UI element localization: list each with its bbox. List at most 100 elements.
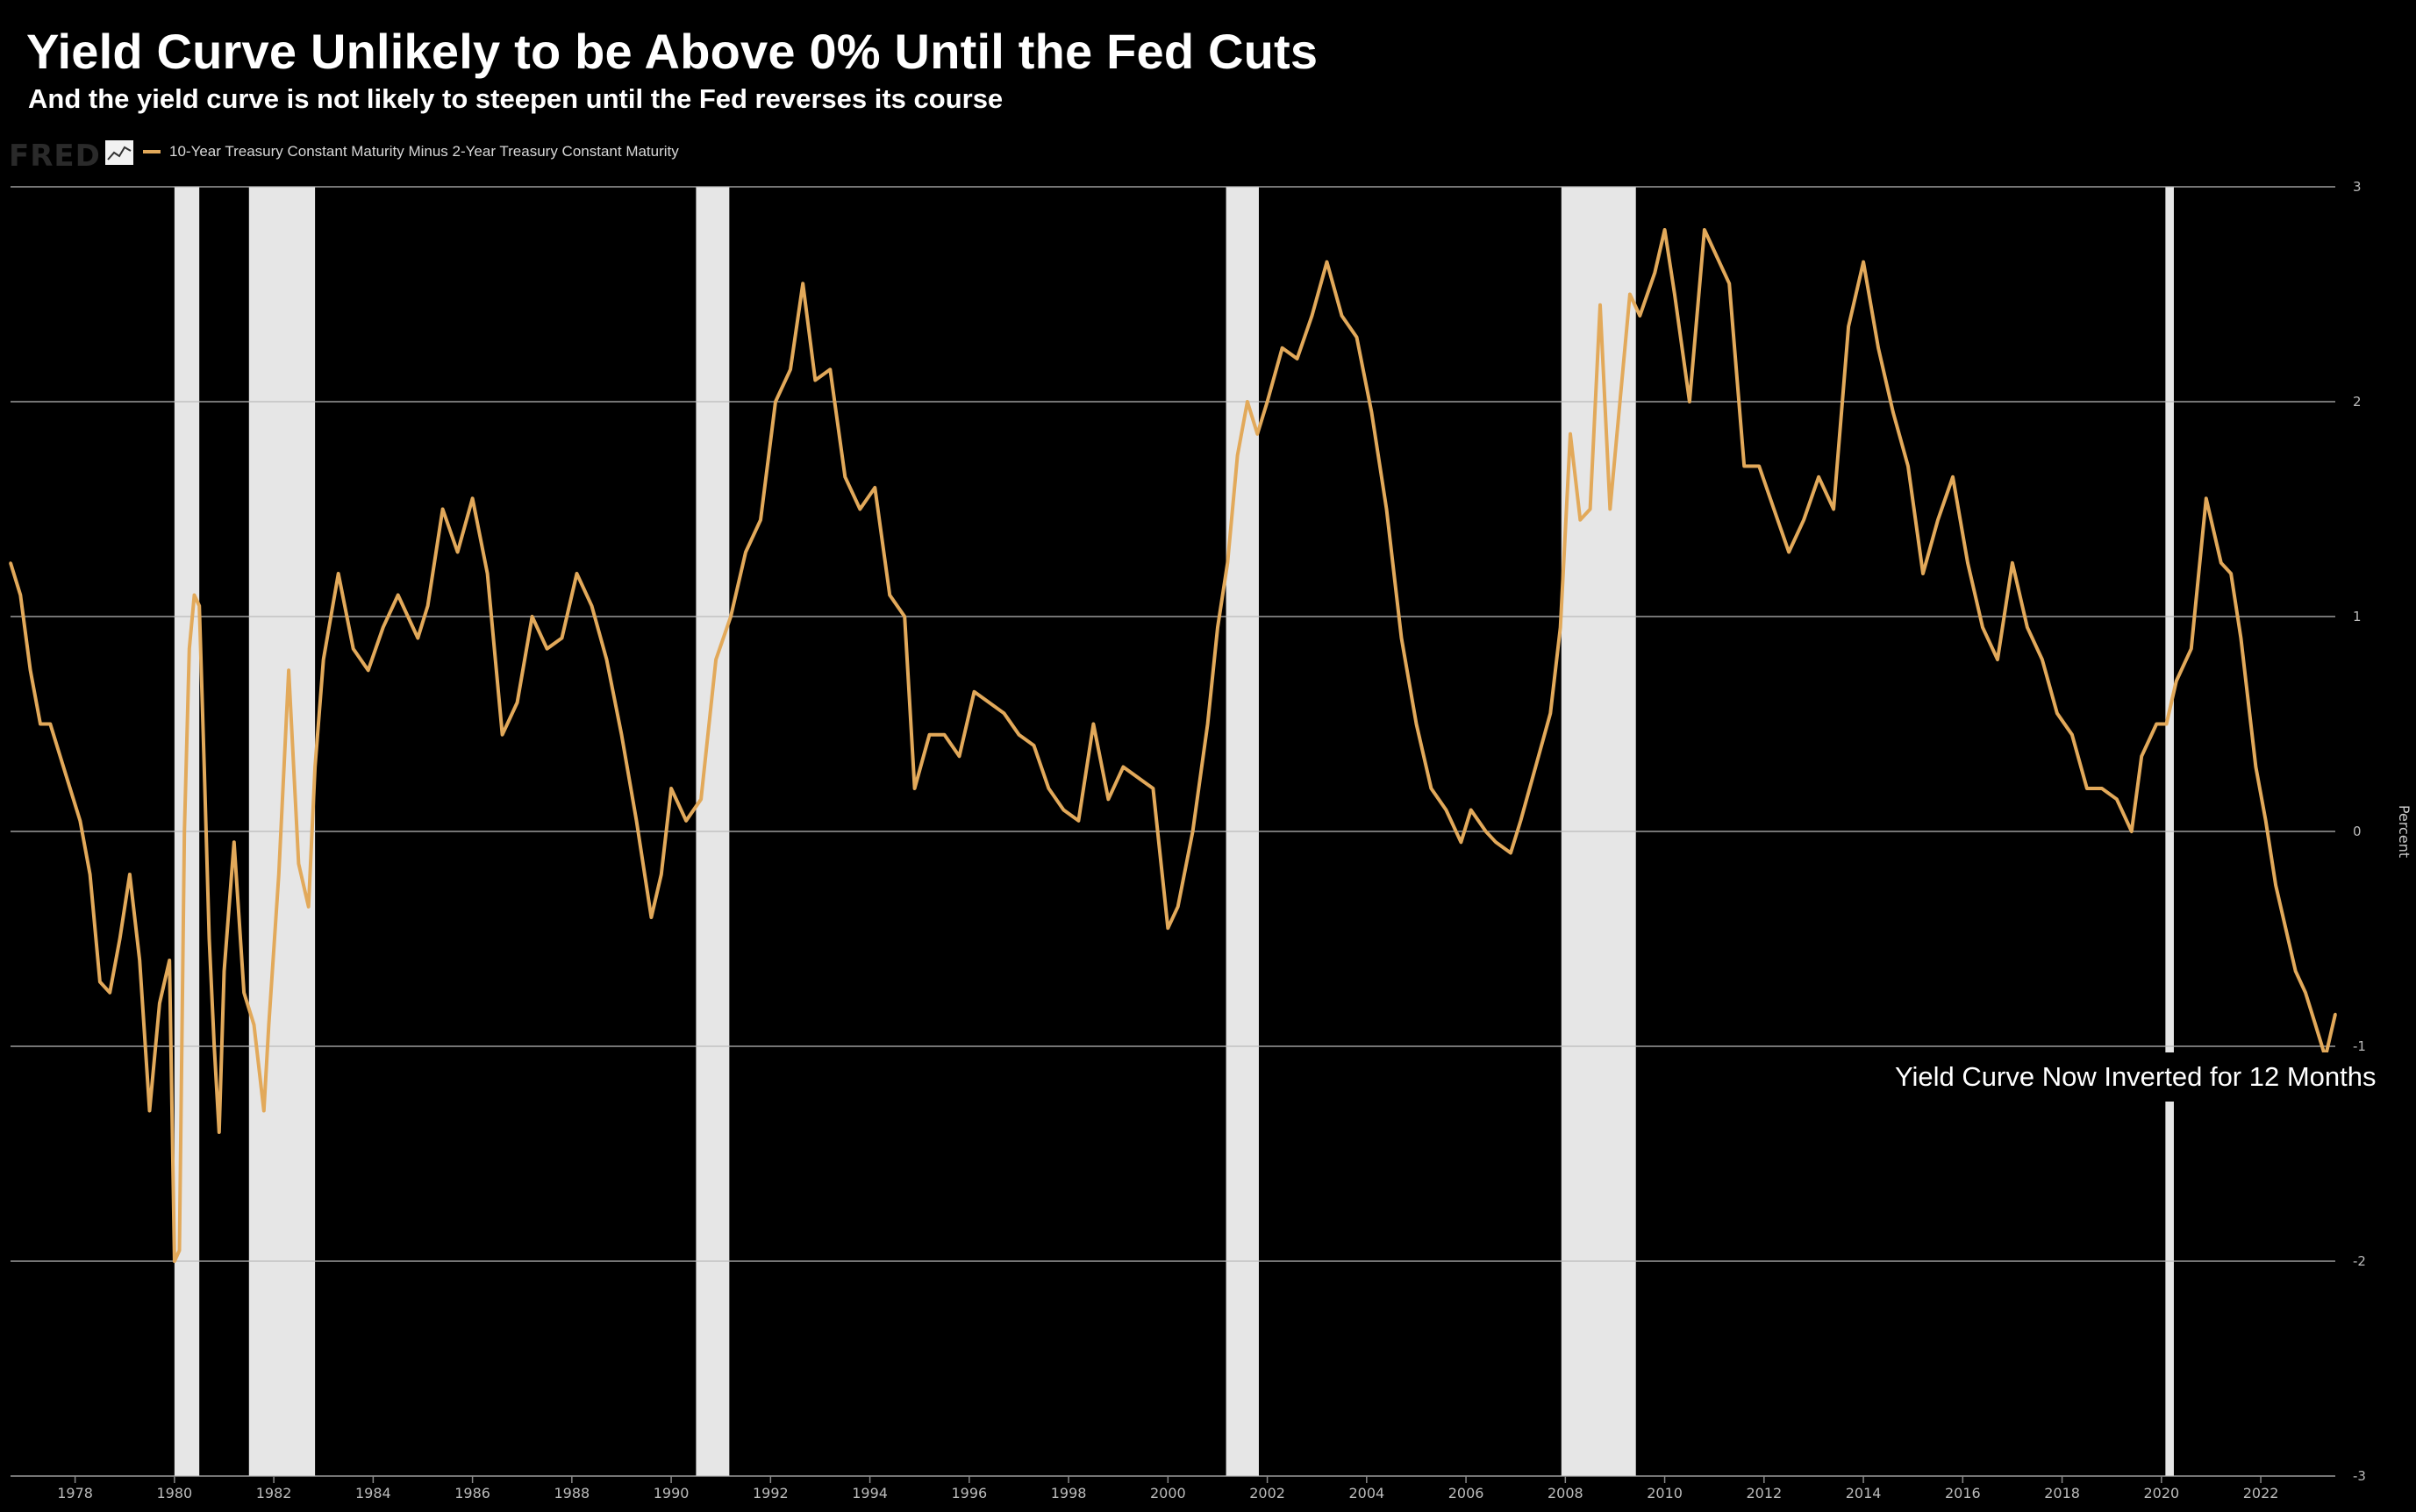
data-point xyxy=(1121,765,1125,769)
data-point xyxy=(441,507,445,511)
data-point xyxy=(669,787,673,790)
x-tick-label: 1982 xyxy=(256,1485,292,1501)
data-point xyxy=(1802,518,1805,522)
data-point xyxy=(1757,464,1761,468)
x-tick-label: 2014 xyxy=(1846,1485,1882,1501)
data-point xyxy=(1429,787,1433,790)
data-point xyxy=(1246,400,1249,403)
data-point xyxy=(1559,625,1562,629)
x-tick-label: 2016 xyxy=(1945,1485,1981,1501)
data-point xyxy=(232,840,236,844)
data-point xyxy=(2155,722,2158,726)
data-point xyxy=(1509,851,1512,855)
data-point xyxy=(2175,679,2178,683)
data-point xyxy=(903,615,906,618)
data-point xyxy=(1325,260,1329,264)
data-point xyxy=(660,873,663,876)
data-point xyxy=(843,475,847,479)
data-point xyxy=(138,959,141,962)
data-point xyxy=(1106,797,1110,801)
data-point xyxy=(1281,346,1284,350)
data-point xyxy=(2219,561,2223,565)
data-point xyxy=(516,701,519,704)
x-tick-label: 2008 xyxy=(1548,1485,1583,1501)
data-point xyxy=(188,647,191,651)
data-point xyxy=(2041,658,2044,661)
legend-swatch xyxy=(143,150,161,153)
data-point xyxy=(590,604,594,608)
data-point xyxy=(197,604,201,608)
x-tick-label: 2000 xyxy=(1150,1485,1186,1501)
x-tick-label: 1994 xyxy=(852,1485,888,1501)
data-point xyxy=(1091,722,1095,726)
data-point xyxy=(2254,765,2257,769)
data-point xyxy=(1002,711,1006,715)
data-point xyxy=(1653,271,1656,275)
data-point xyxy=(619,733,624,737)
data-point xyxy=(98,980,102,984)
fred-logo: FRED xyxy=(9,139,101,174)
data-point xyxy=(1061,808,1065,812)
data-point xyxy=(813,378,817,382)
x-tick-label: 1990 xyxy=(654,1485,690,1501)
data-point xyxy=(287,668,290,672)
data-point xyxy=(2229,572,2233,575)
y-tick-label: -1 xyxy=(2353,1038,2366,1054)
y-axis-ticks: -3 -2 -1 0 1 2 3 xyxy=(2353,179,2366,1484)
data-point xyxy=(957,754,961,758)
data-point xyxy=(1226,561,1229,565)
data-point xyxy=(1832,507,1835,511)
data-point xyxy=(1712,249,1716,253)
data-point xyxy=(78,819,82,823)
data-point xyxy=(173,1259,176,1263)
x-axis-ticks: 1978 1980 1982 1984 1986 1988 1990 1992 1994 1996… xyxy=(57,1476,2278,1501)
x-tick-label: 1992 xyxy=(753,1485,789,1501)
data-point xyxy=(1444,808,1447,812)
data-point xyxy=(1589,507,1592,511)
data-point xyxy=(2130,830,2134,833)
data-point xyxy=(634,819,639,823)
data-point xyxy=(252,1023,256,1027)
data-point xyxy=(9,561,12,565)
data-point xyxy=(873,486,876,489)
data-point xyxy=(192,593,197,597)
data-point xyxy=(1673,292,1676,296)
data-point xyxy=(2274,883,2277,887)
data-point xyxy=(1598,303,1602,307)
data-point xyxy=(2239,636,2242,640)
data-point xyxy=(714,658,718,661)
data-point xyxy=(158,1002,161,1005)
data-point xyxy=(1533,765,1537,769)
x-tick-label: 2002 xyxy=(1249,1485,1285,1501)
data-point xyxy=(1206,722,1210,726)
x-tick-label: 2012 xyxy=(1746,1485,1782,1501)
data-point xyxy=(1136,776,1140,780)
graph-icon xyxy=(105,140,133,165)
y-tick-label: -3 xyxy=(2353,1468,2366,1484)
x-tick-label: 2010 xyxy=(1647,1485,1683,1501)
data-point xyxy=(2284,926,2287,930)
data-point xyxy=(1727,282,1731,285)
data-point xyxy=(1076,819,1080,823)
data-point xyxy=(1191,830,1195,833)
data-point xyxy=(1891,410,1895,414)
data-point xyxy=(1608,507,1612,511)
data-point xyxy=(1484,830,1488,833)
x-tick-label: 1984 xyxy=(355,1485,391,1501)
data-point xyxy=(416,636,419,640)
data-point xyxy=(471,496,475,500)
data-point xyxy=(1310,314,1314,317)
data-point xyxy=(888,593,891,597)
data-point xyxy=(501,733,504,737)
legend: 10-Year Treasury Constant Maturity Minus… xyxy=(143,143,679,160)
data-point xyxy=(1906,464,1910,468)
data-point xyxy=(2140,754,2143,758)
data-point xyxy=(1569,432,1572,436)
data-point xyxy=(913,787,917,790)
data-point xyxy=(1236,453,1240,457)
data-point xyxy=(222,969,226,973)
data-point xyxy=(2205,496,2208,500)
data-point xyxy=(1688,400,1691,403)
data-point xyxy=(352,647,355,651)
data-point xyxy=(1742,464,1746,468)
